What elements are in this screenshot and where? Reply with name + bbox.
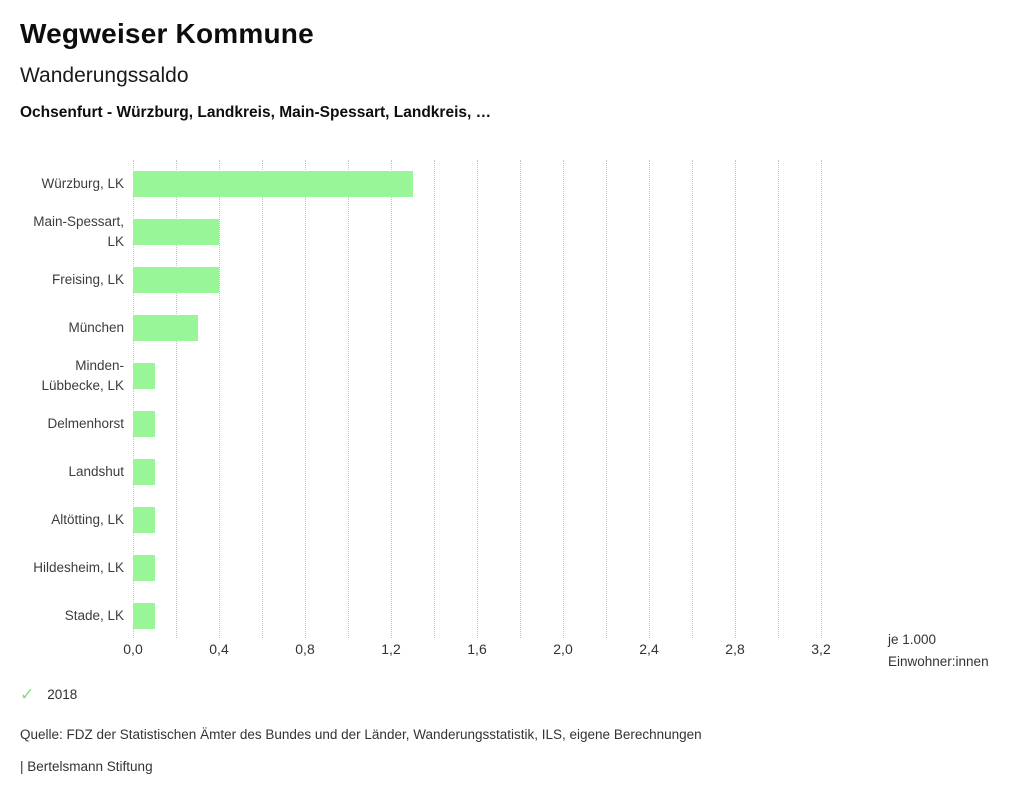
x-axis-tick-label: 2,0 [553,641,573,657]
gridline [692,160,693,638]
chart-bar[interactable] [133,315,198,341]
gridline [606,160,607,638]
legend-item-2018[interactable]: ✓ 2018 [20,686,77,703]
chart-bar[interactable] [133,219,219,245]
brand-note: | Bertelsmann Stiftung [20,759,153,774]
gridline [778,160,779,638]
gridline [520,160,521,638]
category-label: Würzburg, LK [41,176,124,191]
x-axis-unit-line2: Einwohner:innen [888,654,989,669]
chart-title: Wanderungssaldo [20,64,189,87]
x-axis-tick-label: 3,2 [811,641,831,657]
source-note: Quelle: FDZ der Statistischen Ämter des … [20,727,702,742]
comparison-subtitle: Ochsenfurt - Würzburg, Landkreis, Main-S… [20,104,492,121]
gridline [477,160,478,638]
x-axis-tick-label: 0,8 [295,641,315,657]
chart-bar[interactable] [133,363,155,389]
gridline [649,160,650,638]
x-axis-unit-line1: je 1.000 [888,632,937,647]
category-label: Hildesheim, LK [33,560,124,575]
chart-bar[interactable] [133,555,155,581]
x-axis-unit-label: je 1.000 Einwohner:innen [888,629,989,673]
gridline [348,160,349,638]
legend-year-label: 2018 [47,687,78,702]
category-label: Stade, LK [64,608,124,623]
x-axis-tick-label: 1,2 [381,641,401,657]
gridline [219,160,220,638]
category-label: Delmenhorst [47,416,124,431]
gridline [735,160,736,638]
x-axis-tick-label: 0,0 [123,641,143,657]
gridline [305,160,306,638]
x-axis-tick-label: 1,6 [467,641,487,657]
app-title: Wegweiser Kommune [20,18,314,49]
x-axis-tick-label: 2,4 [639,641,659,657]
x-axis-tick-label: 2,8 [725,641,745,657]
gridline [563,160,564,638]
category-label: Altötting, LK [51,512,124,527]
category-label: Freising, LK [51,272,124,287]
x-axis-tick-label: 0,4 [209,641,229,657]
gridline [821,160,822,638]
chart-bar[interactable] [133,507,155,533]
category-label: Landshut [68,464,124,479]
gridline [262,160,263,638]
checkmark-icon: ✓ [20,685,35,704]
chart-bar[interactable] [133,603,155,629]
category-label: Minden- Lübbecke, LK [41,358,124,393]
gridline [391,160,392,638]
chart-bar[interactable] [133,411,155,437]
chart-bar[interactable] [133,171,413,197]
category-label: München [68,320,124,335]
gridline [434,160,435,638]
category-label: Main-Spessart, LK [33,214,124,249]
chart-bar[interactable] [133,267,219,293]
chart-bar[interactable] [133,459,155,485]
